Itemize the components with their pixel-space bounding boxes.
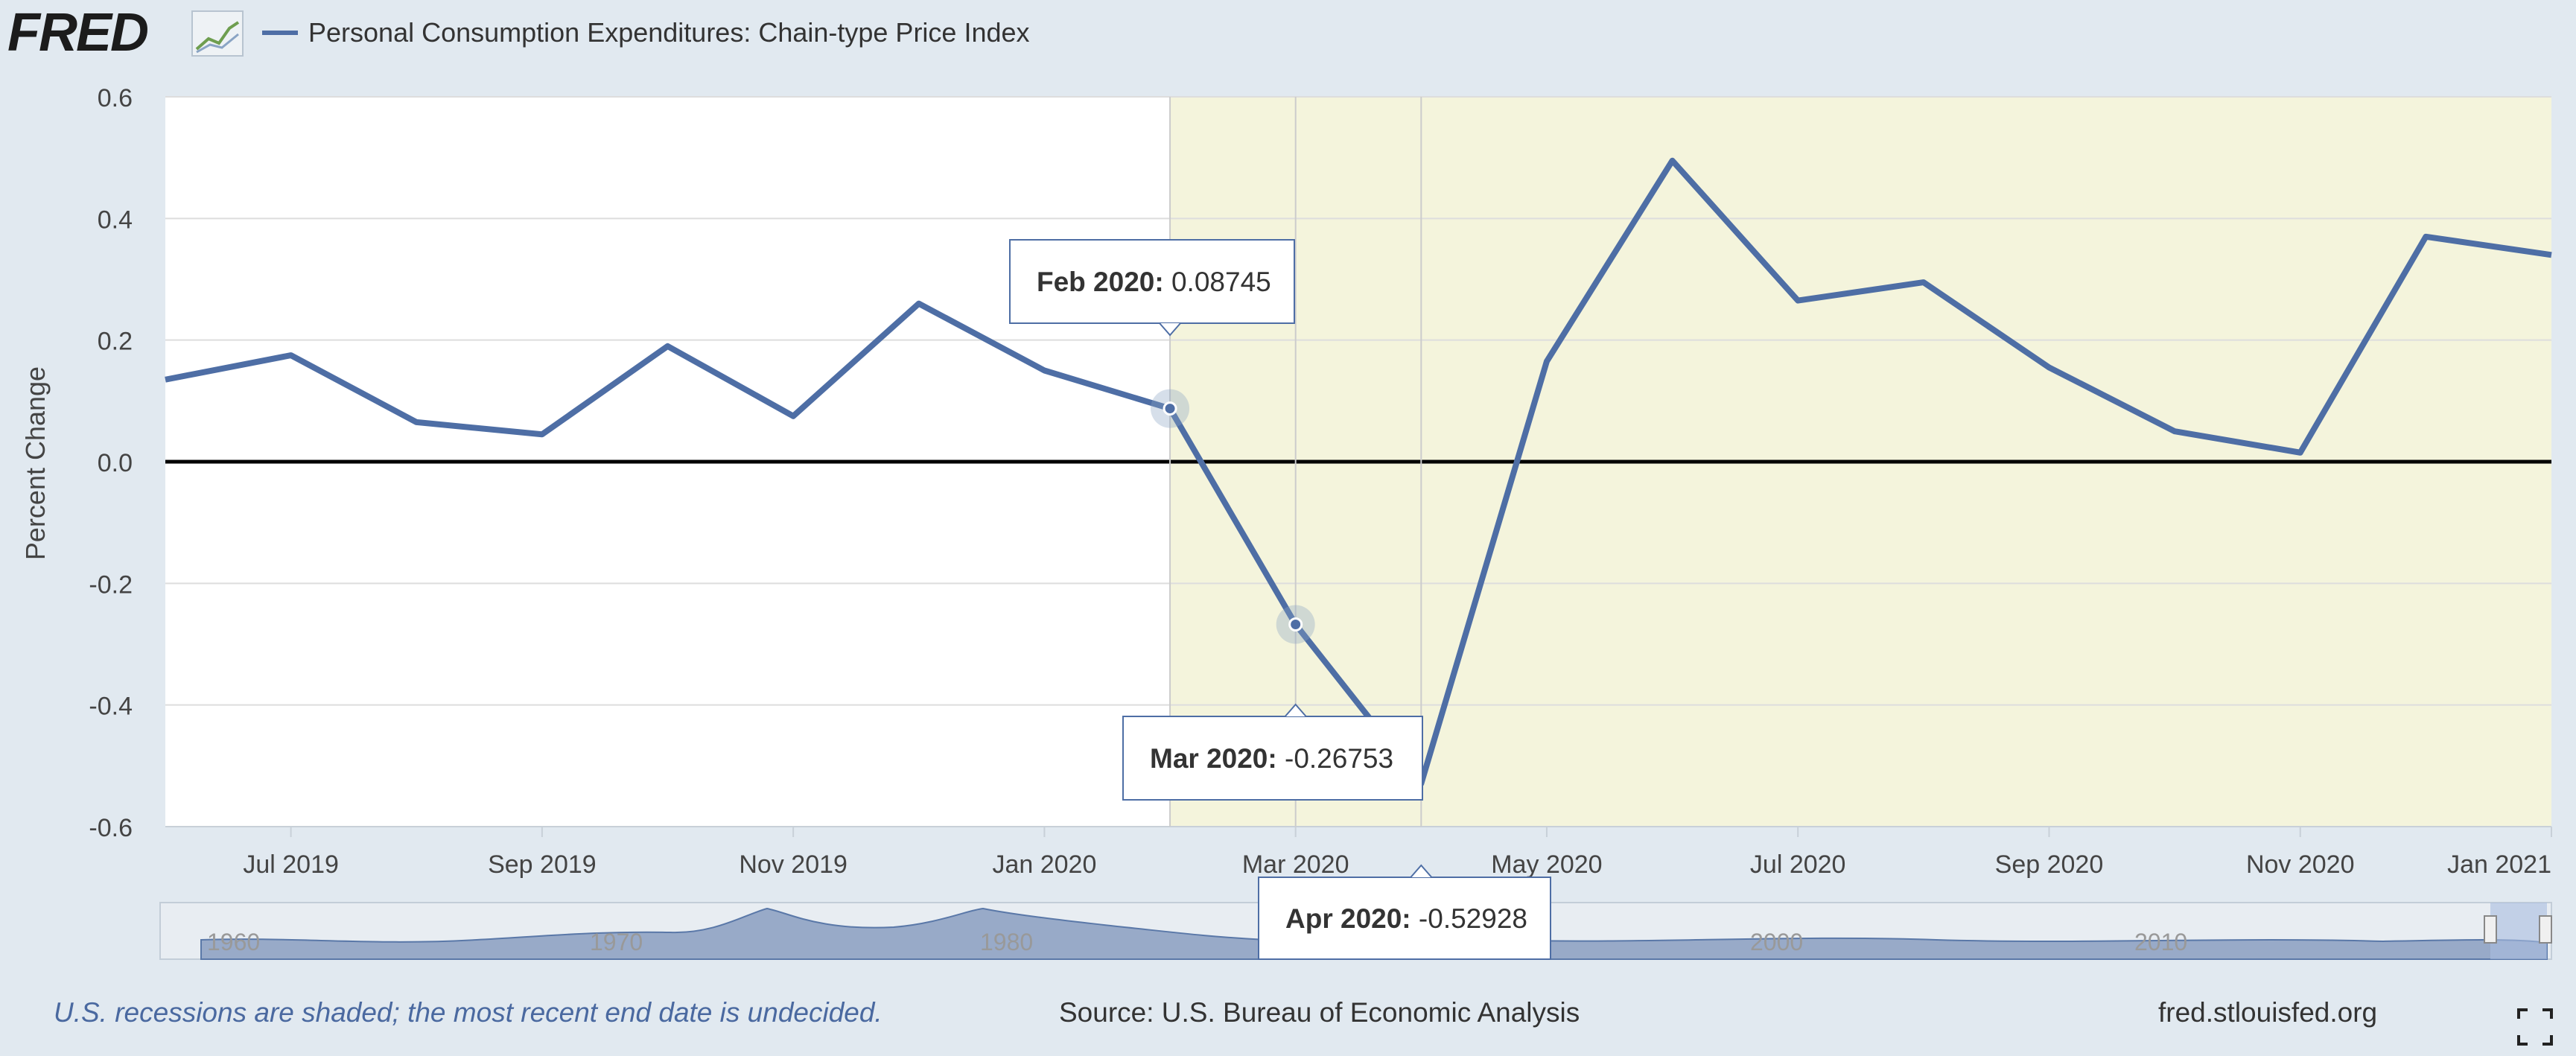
tooltip-2020-02: Feb 2020: 0.08745 xyxy=(1009,239,1295,337)
navigator-year-label: 1970 xyxy=(590,929,643,955)
navigator-year-label: 1980 xyxy=(980,929,1033,955)
series-line[interactable] xyxy=(165,157,2552,787)
line-graph-icon xyxy=(191,10,244,57)
y-tick-label: 0.0 xyxy=(98,449,133,477)
source-text: Source: U.S. Bureau of Economic Analysis xyxy=(1059,997,1580,1028)
legend-series-title[interactable]: Personal Consumption Expenditures: Chain… xyxy=(308,17,1030,48)
tooltips: Feb 2020: 0.08745 Mar 2020: -0.26753 Apr 2… xyxy=(1009,239,1551,960)
tooltip-label: Apr 2020: xyxy=(1285,903,1411,934)
y-tick-label: 0.6 xyxy=(98,84,133,112)
y-tick-label: -0.6 xyxy=(89,814,133,842)
footer: U.S. recessions are shaded; the most rec… xyxy=(54,997,2553,1046)
x-tick-label: Nov 2020 xyxy=(2246,850,2355,879)
y-tick-label: -0.2 xyxy=(89,570,133,599)
x-tick-label: May 2020 xyxy=(1491,850,1602,879)
hover-markers xyxy=(1151,389,1315,644)
navigator-area xyxy=(200,907,2548,960)
tooltip-value: -0.26753 xyxy=(1277,743,1393,774)
x-tick-label: Jan 2021 xyxy=(2447,850,2551,879)
navigator-year-label: 1960 xyxy=(207,929,260,955)
tooltip-pointer xyxy=(1284,703,1307,717)
tooltip-pointer xyxy=(1159,322,1181,337)
data-point-marker[interactable] xyxy=(1288,617,1303,632)
navigator-year-labels: 1960 1970 1980 2000 2010 xyxy=(207,929,2187,955)
y-axis-title: Percent Change xyxy=(20,366,51,560)
navigator-year-label: 2010 xyxy=(2134,929,2187,955)
tooltip-2020-03: Mar 2020: -0.26753 xyxy=(1122,703,1423,801)
x-tick-label: Jul 2019 xyxy=(243,850,339,879)
plot-area: 0.6 0.4 0.2 0.0 -0.2 -0.4 -0.6 Jul 2019 Sep 201… xyxy=(20,84,2552,879)
x-tick-label: Jan 2020 xyxy=(992,850,1096,879)
x-tick-label: Jul 2020 xyxy=(1750,850,1846,879)
fullscreen-icon[interactable] xyxy=(2517,1008,2553,1046)
y-axis: 0.6 0.4 0.2 0.0 -0.2 -0.4 -0.6 xyxy=(89,84,133,842)
tooltip-box xyxy=(1122,716,1423,801)
navigator-selection[interactable] xyxy=(2490,903,2547,959)
tooltip-value: -0.52928 xyxy=(1411,903,1527,934)
x-tick-label: Nov 2019 xyxy=(739,850,847,879)
navigator-handle-right[interactable] xyxy=(2539,915,2552,944)
y-tick-label: 0.2 xyxy=(98,328,133,356)
header: FRED Personal Consumption Expenditures: … xyxy=(7,3,1030,63)
navigator-handle-left[interactable] xyxy=(2484,915,2497,944)
x-tick-label: Sep 2019 xyxy=(488,850,597,879)
tooltip-label: Feb 2020: xyxy=(1037,267,1164,297)
tooltip-text: Feb 2020: 0.08745 xyxy=(1037,267,1271,297)
y-tick-label: 0.4 xyxy=(98,206,133,234)
recession-note: U.S. recessions are shaded; the most rec… xyxy=(54,997,882,1028)
y-tick-label: -0.4 xyxy=(89,693,133,721)
tooltip-box xyxy=(1258,877,1551,960)
website-link[interactable]: fred.stlouisfed.org xyxy=(2158,997,2377,1028)
tooltip-pointer xyxy=(1410,864,1433,878)
navigator-year-label: 2000 xyxy=(1750,929,1803,955)
tooltip-label: Mar 2020: xyxy=(1150,743,1277,774)
x-axis: Jul 2019 Sep 2019 Nov 2019 Jan 2020 Mar 2020… xyxy=(165,826,2552,879)
tooltip-text: Apr 2020: -0.52928 xyxy=(1285,903,1527,934)
x-tick-label: Sep 2020 xyxy=(1995,850,2104,879)
fred-logo[interactable]: FRED xyxy=(7,3,149,63)
tooltip-text: Mar 2020: -0.26753 xyxy=(1150,743,1393,774)
data-point-marker[interactable] xyxy=(1163,401,1177,416)
tooltip-2020-04: Apr 2020: -0.52928 xyxy=(1258,864,1551,960)
tooltip-box xyxy=(1009,239,1295,324)
x-tick-label: Mar 2020 xyxy=(1242,850,1349,879)
tooltip-value: 0.08745 xyxy=(1164,267,1271,297)
